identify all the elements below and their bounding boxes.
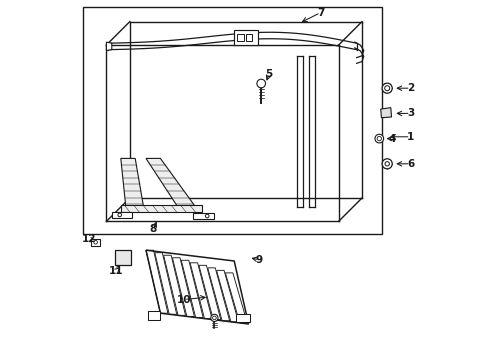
Polygon shape [190, 263, 212, 319]
Circle shape [257, 79, 266, 88]
Text: 7: 7 [317, 8, 324, 18]
Polygon shape [164, 255, 186, 315]
Polygon shape [148, 311, 160, 320]
Bar [237, 34, 244, 41]
Polygon shape [199, 265, 221, 320]
Text: 5: 5 [266, 69, 273, 79]
Polygon shape [106, 42, 112, 50]
Polygon shape [381, 108, 392, 118]
Text: 1: 1 [407, 132, 414, 142]
Polygon shape [155, 253, 177, 314]
Polygon shape [181, 260, 203, 318]
Bar [245, 34, 252, 41]
Text: 11: 11 [109, 266, 124, 276]
Text: 10: 10 [176, 294, 191, 305]
Text: 6: 6 [407, 159, 414, 169]
Polygon shape [236, 314, 250, 322]
Bar [83, 7, 382, 234]
Circle shape [211, 314, 218, 321]
Polygon shape [121, 205, 202, 212]
Circle shape [382, 159, 392, 169]
Polygon shape [172, 258, 195, 316]
Polygon shape [217, 270, 239, 322]
Circle shape [382, 83, 392, 93]
Bar [193, 213, 215, 219]
Polygon shape [208, 268, 230, 321]
Bar [116, 250, 130, 265]
Text: 3: 3 [407, 108, 414, 118]
Text: 4: 4 [388, 134, 395, 144]
Bar [112, 212, 132, 218]
Text: 8: 8 [149, 224, 157, 234]
Bar [234, 30, 258, 45]
Text: 9: 9 [256, 255, 263, 265]
Text: 12: 12 [82, 234, 97, 244]
Polygon shape [146, 250, 168, 313]
Bar [91, 239, 100, 246]
Circle shape [375, 134, 384, 143]
Text: 2: 2 [407, 83, 414, 93]
Polygon shape [146, 158, 198, 211]
Polygon shape [225, 273, 247, 323]
Polygon shape [121, 158, 144, 211]
